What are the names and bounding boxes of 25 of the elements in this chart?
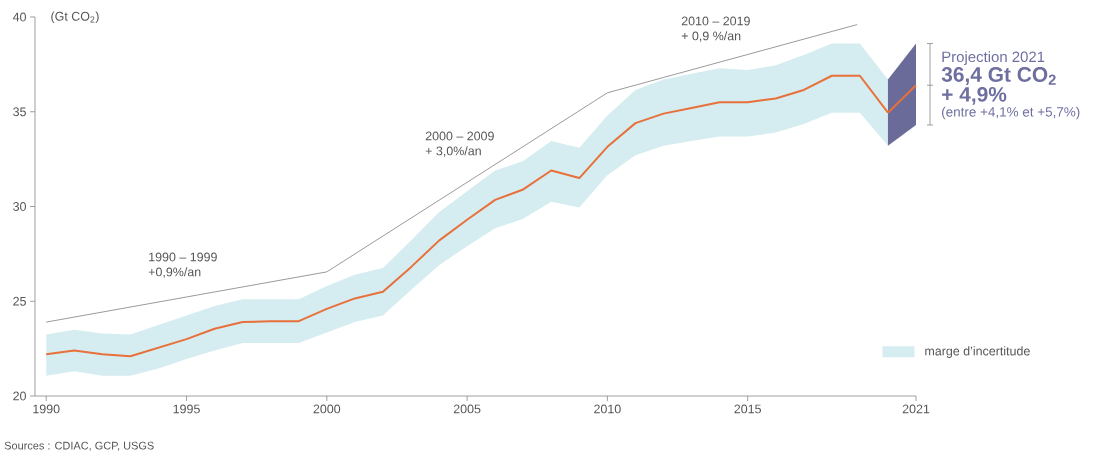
annotation: 2000 – 2009 (425, 131, 494, 141)
annotation: + 3,0%/an (425, 146, 481, 157)
annotation: 1990 – 1999 (149, 252, 217, 262)
y-tick-label: 25 (13, 296, 26, 306)
y-tick-label: 35 (13, 107, 26, 117)
x-tick-label: 2005 (453, 404, 481, 414)
x-tick-label: 1990 (33, 404, 60, 414)
x-tick-label: 1995 (173, 404, 200, 414)
x-tick-label: 2010 (594, 404, 621, 414)
annotation: +0,9%/an (148, 267, 201, 278)
x-tick-label: 2021 (902, 404, 930, 414)
text: marge d’incertitude (925, 346, 1030, 358)
y-axis-title: (Gt CO$_{2}$) (51, 11, 99, 24)
text: + 4,9% (942, 86, 1007, 105)
text: (entre +4,1% et +5,7%) (942, 106, 1080, 120)
y-tick-label: 30 (13, 202, 26, 211)
annotation: + 0,9 %/an (681, 31, 741, 42)
annotation: 2010 – 2019 (681, 16, 750, 26)
source-note: Sources : CDIAC, GCP, USGS (4, 441, 154, 451)
text: Projection 2021 (942, 51, 1045, 66)
y-tick-label: 40 (12, 12, 26, 22)
x-tick-label: 2000 (313, 404, 341, 414)
text: 36,4 Gt CO$_{2}$ (941, 67, 1056, 85)
y-tick-label: 20 (13, 391, 26, 401)
x-tick-label: 2015 (734, 404, 761, 414)
